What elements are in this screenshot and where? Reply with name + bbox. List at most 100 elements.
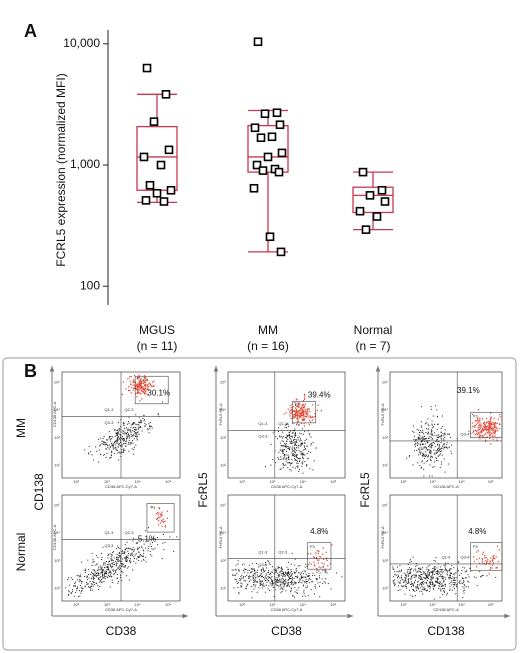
event-dot — [101, 566, 103, 568]
event-dot — [432, 585, 434, 587]
event-dot — [103, 442, 105, 444]
event-dot — [282, 581, 284, 583]
event-dot — [109, 565, 111, 567]
data-point — [358, 167, 368, 177]
event-dot — [401, 578, 403, 580]
event-dot — [441, 415, 443, 417]
event-dot — [285, 445, 287, 447]
event-dot — [440, 589, 442, 591]
event-dot — [288, 435, 290, 437]
event-dot — [470, 570, 472, 572]
event-dot — [138, 425, 140, 427]
event-dot — [125, 388, 127, 390]
event-dot — [106, 452, 108, 454]
event-dot — [75, 585, 77, 587]
event-dot — [104, 444, 106, 446]
event-dot — [253, 568, 255, 570]
event-dot — [293, 416, 295, 418]
quadrant-label: Q1-3 — [104, 407, 114, 412]
n-label: (n = 7) — [355, 339, 390, 353]
event-dot — [138, 374, 140, 376]
event-dot — [301, 404, 303, 406]
event-dot — [430, 447, 432, 449]
event-dot — [435, 581, 437, 583]
event-dot — [127, 433, 129, 435]
event-dot — [467, 580, 469, 582]
event-dot — [276, 581, 278, 583]
event-dot — [326, 572, 328, 574]
event-dot — [130, 547, 132, 549]
event-dot — [139, 384, 142, 386]
event-dot — [428, 445, 430, 447]
event-dot — [300, 443, 302, 445]
event-dot — [321, 578, 323, 580]
event-dot — [421, 440, 423, 442]
event-dot — [294, 558, 296, 560]
event-dot — [125, 557, 127, 559]
event-dot — [295, 442, 297, 444]
event-dot — [307, 413, 309, 416]
event-dot — [249, 569, 251, 571]
event-dot — [429, 571, 431, 573]
event-dot — [455, 577, 457, 579]
event-dot — [110, 574, 112, 576]
event-dot — [121, 562, 123, 564]
event-dot — [411, 586, 413, 588]
event-dot — [73, 585, 75, 587]
event-dot — [144, 376, 146, 378]
event-dot — [308, 424, 310, 426]
event-dot — [417, 583, 419, 585]
event-dot — [442, 577, 444, 579]
event-dot — [451, 589, 453, 591]
event-dot — [499, 414, 501, 416]
event-dot — [91, 572, 93, 574]
event-dot — [430, 450, 432, 452]
event-dot — [265, 573, 267, 575]
event-dot — [422, 580, 424, 582]
event-dot — [102, 575, 104, 577]
event-dot — [117, 559, 119, 561]
event-dot — [131, 387, 133, 389]
event-dot — [152, 548, 154, 550]
event-dot — [290, 583, 292, 585]
event-dot — [414, 442, 416, 444]
event-dot — [107, 445, 109, 447]
event-dot — [438, 582, 440, 584]
event-dot — [463, 592, 465, 594]
event-dot — [260, 581, 262, 583]
event-dot — [287, 446, 289, 448]
event-dot — [143, 376, 145, 379]
event-dot — [138, 556, 140, 558]
event-dot — [284, 427, 286, 429]
event-dot — [94, 574, 96, 576]
event-dot — [432, 587, 434, 589]
event-dot — [85, 582, 87, 584]
event-dot — [429, 586, 431, 588]
event-dot — [290, 587, 292, 589]
event-dot — [453, 584, 455, 586]
event-dot — [494, 425, 496, 427]
event-dot — [396, 570, 398, 572]
event-dot — [90, 586, 92, 588]
event-dot — [301, 418, 303, 420]
event-dot — [317, 404, 319, 406]
event-dot — [268, 562, 270, 564]
event-dot — [450, 453, 452, 455]
event-dot — [143, 384, 146, 386]
event-dot — [299, 415, 301, 417]
event-dot — [86, 575, 88, 577]
event-dot — [322, 558, 325, 560]
event-dot — [266, 581, 268, 583]
event-dot — [140, 393, 142, 395]
event-dot — [98, 566, 100, 568]
event-dot — [123, 440, 125, 442]
event-dot — [256, 580, 258, 582]
event-dot — [115, 449, 117, 451]
event-dot — [140, 426, 142, 428]
event-dot — [429, 449, 431, 451]
event-dot — [245, 580, 247, 582]
event-dot — [135, 429, 137, 431]
event-dot — [316, 567, 318, 570]
event-dot — [106, 576, 108, 578]
event-dot — [92, 575, 94, 577]
